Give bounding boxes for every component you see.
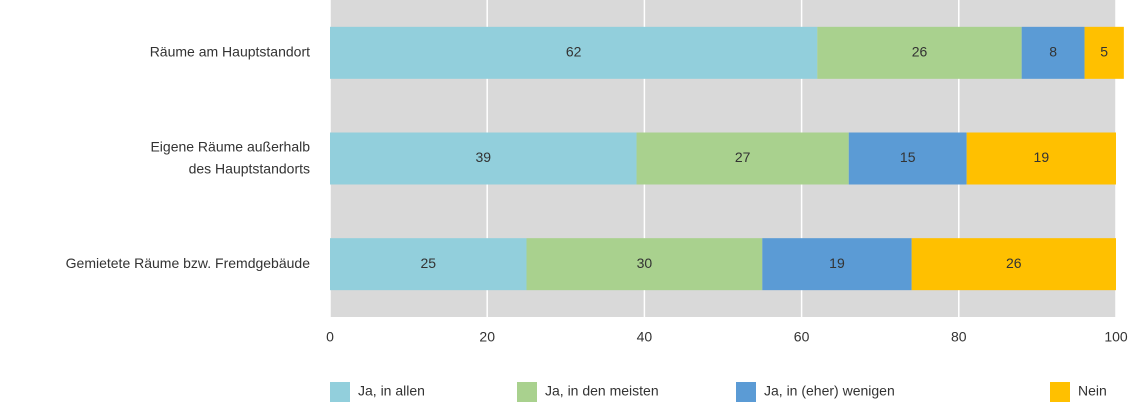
bar-segment (330, 26, 818, 79)
y-tick-label: Eigene Räume außerhalb des Hauptstandorts (150, 138, 310, 176)
y-tick-label: Räume am Hauptstandort (150, 44, 310, 60)
data-label: 39 (475, 149, 491, 165)
data-label: 19 (1034, 149, 1050, 165)
data-label: 8 (1049, 44, 1057, 60)
x-tick-label: 80 (951, 329, 967, 345)
x-tick-label: 100 (1104, 329, 1128, 345)
bar-segment (1021, 26, 1085, 79)
legend-swatch (330, 382, 350, 402)
y-tick-label: Gemietete Räume bzw. Fremdgebäude (66, 255, 311, 271)
data-label: 15 (900, 149, 916, 165)
data-label: 19 (829, 255, 845, 271)
data-label: 26 (912, 44, 928, 60)
bar-segment (330, 132, 637, 185)
data-label: 26 (1006, 255, 1022, 271)
legend-label: Ja, in allen (358, 383, 425, 399)
legend-label: Nein (1078, 383, 1107, 399)
bar-segment (762, 238, 912, 291)
bar-segment (911, 238, 1116, 291)
legend-label: Ja, in den meisten (545, 383, 659, 399)
x-tick-label: 20 (479, 329, 495, 345)
legend-swatch (736, 382, 756, 402)
bar-segment (636, 132, 849, 185)
x-tick-label: 0 (326, 329, 334, 345)
bar-segment (1084, 26, 1124, 79)
bar-segment (330, 238, 527, 291)
legend-swatch (517, 382, 537, 402)
bar-segment (848, 132, 967, 185)
legend-swatch (1050, 382, 1070, 402)
bar-segment (526, 238, 763, 291)
y-tick-label-line: des Hauptstandorts (189, 160, 310, 176)
data-label: 5 (1100, 44, 1108, 60)
data-label: 25 (420, 255, 436, 271)
data-label: 30 (637, 255, 653, 271)
bar-segment (817, 26, 1022, 79)
x-tick-label: 60 (794, 329, 810, 345)
data-label: 27 (735, 149, 751, 165)
bar-segment (966, 132, 1116, 185)
legend-label: Ja, in (eher) wenigen (764, 383, 895, 399)
x-tick-label: 40 (637, 329, 653, 345)
y-tick-label-line: Eigene Räume außerhalb (150, 138, 310, 154)
data-label: 62 (566, 44, 582, 60)
